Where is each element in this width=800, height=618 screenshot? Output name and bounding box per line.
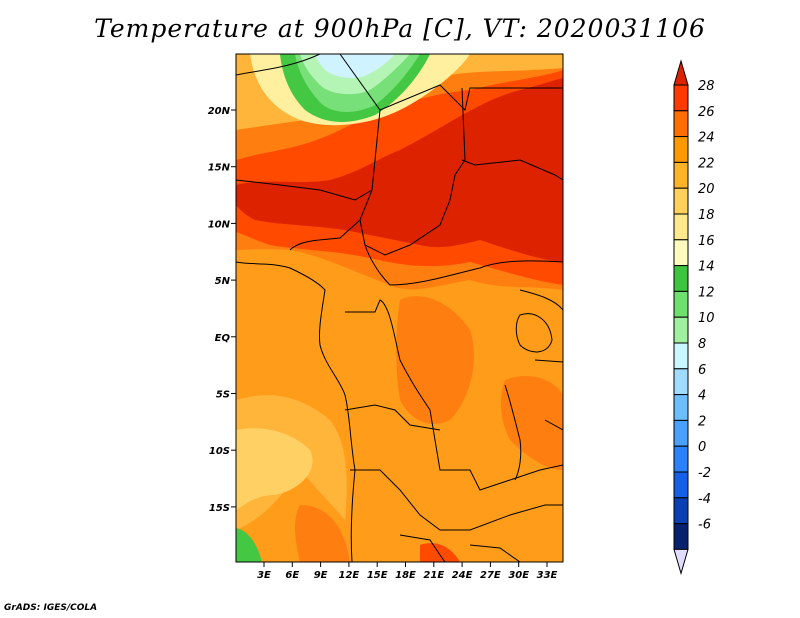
temperature-field [236,54,563,562]
field-north-6 [315,54,395,78]
colorbar-label: 22 [698,156,715,171]
colorbar-label: 26 [698,105,715,120]
field-south-ocean-pale [236,428,313,510]
colorbar-swatch [673,239,689,267]
field-central-24-b [500,375,563,470]
colorbar-swatch [673,445,689,473]
field-south-26 [420,543,460,562]
colorbar-swatch [673,419,689,447]
colorbar-label: 0 [698,440,706,455]
colorbar-swatch [673,265,689,292]
colorbar-label: 4 [698,389,706,404]
lon-tick-label: 12E [339,570,360,581]
colorbar-label: 6 [698,363,706,378]
lon-tick-label: 3E [257,570,271,581]
colorbar-label: -6 [698,518,711,533]
lon-tick-label: 9E [314,570,328,581]
political-borders [236,54,563,562]
colorbar-label: -4 [698,492,711,507]
longitude-axis: 3E 6E 9E 12E 15E 18E 21E 24E 27E 30E 33E [257,562,558,581]
field-central-24-a [396,296,474,424]
colorbar-over-triangle [673,59,689,86]
lat-tick-label: EQ [215,333,231,344]
colorbar-under-triangle [673,548,689,576]
lon-tick-label: 6E [285,570,299,581]
colorbar-label: -2 [698,466,711,481]
grads-credit: GrADS: IGES/COLA [4,603,98,613]
colorbar-label: 28 [698,79,715,94]
lat-tick-label: 5N [215,276,231,287]
field-north-28 [236,78,563,262]
field-central-24-c [295,505,350,562]
colorbar-label: 8 [698,337,706,352]
lon-tick-label: 33E [537,570,558,581]
lake-tanganyika [504,384,522,481]
map-title: Temperature at 900hPa [C], VT: 202003110… [94,14,706,43]
border-congo [345,299,563,491]
colorbar-swatch [673,161,689,189]
colorbar-swatch [673,471,689,499]
colorbar-swatch [673,523,689,550]
colorbar-swatch [673,342,689,370]
colorbar-label: 12 [698,285,715,300]
lake-victoria [515,313,553,353]
colorbar-label: 24 [698,131,715,146]
border-east [519,289,563,431]
colorbar-label: 16 [698,234,715,249]
border-chad [359,87,466,256]
colorbar-label: 10 [698,311,715,326]
lon-tick-label: 21E [423,570,444,581]
lon-tick-label: 18E [395,570,416,581]
border-car [364,244,563,286]
colorbar-label: 18 [698,208,715,223]
border-sahara [236,54,563,111]
border-drc-south [344,404,441,431]
border-south-small [399,534,521,562]
colorbar-swatch [673,290,689,318]
lon-tick-label: 30E [508,570,529,581]
colorbar-swatch [673,84,689,112]
colorbar-swatch [673,213,689,241]
lat-tick-label: 20N [208,106,231,117]
field-southwest-14 [236,528,262,562]
colorbar-swatch [673,187,689,215]
lat-tick-label: 10S [209,446,230,457]
coastline-west [236,261,356,562]
lat-tick-label: 15N [208,163,231,174]
colorbar-swatch [673,394,689,421]
lon-tick-label: 27E [480,570,501,581]
lat-tick-label: 10N [208,219,231,230]
lat-tick-label: 15S [209,503,230,514]
border-sudan [461,159,563,181]
colorbar-label: 2 [698,414,706,429]
colorbar-swatch [673,136,689,163]
lon-tick-label: 15E [367,570,388,581]
field-central-22 [236,257,563,562]
lon-tick-label: 24E [452,570,473,581]
colorbar-swatch [673,368,689,396]
map-frame [235,53,564,563]
colorbar-label: 20 [698,182,715,197]
latitude-axis: 20N 15N 10N 5N EQ 5S 10S 15S [208,106,236,514]
colorbar-swatch [673,497,689,525]
colorbar-swatch [673,110,689,138]
colorbar-swatch [673,316,689,344]
lat-tick-label: 5S [216,390,230,401]
border-angola [350,469,563,531]
colorbar-label: 14 [698,260,715,275]
border-nigeria [236,179,373,251]
